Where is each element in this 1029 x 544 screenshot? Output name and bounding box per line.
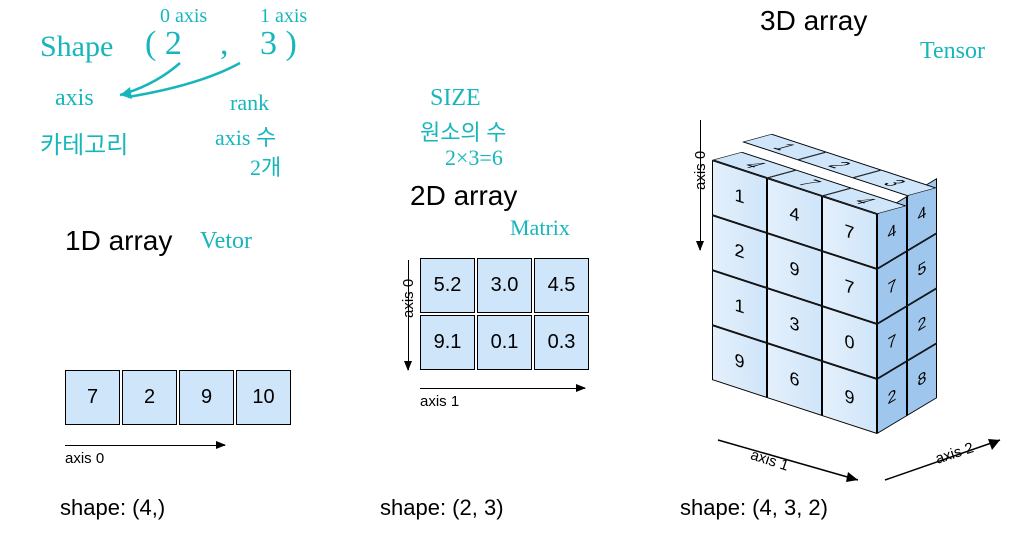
hand-size-calc: 2×3=6 — [445, 145, 503, 171]
axis1-arrow-2d — [420, 388, 585, 389]
cell-2d: 5.2 — [420, 258, 475, 313]
hand-category: 카테고리 — [40, 125, 128, 160]
cell-2d: 0.3 — [534, 315, 589, 370]
cell-2d: 0.1 — [477, 315, 532, 370]
hand-arrow-svg — [100, 55, 300, 110]
axis0-label-3d: axis 0 — [692, 151, 709, 190]
cell-2d: 9.1 — [420, 315, 475, 370]
title-2d: 2D array — [410, 180, 517, 212]
axis0-label-1d: axis 0 — [65, 450, 104, 467]
hand-axis-su: axis 수 — [215, 120, 276, 152]
axis1-label-2d: axis 1 — [420, 393, 459, 410]
cell-2d: 4.5 — [534, 258, 589, 313]
shape-2d: shape: (2, 3) — [380, 495, 504, 521]
hand-axis-word: axis — [55, 85, 94, 112]
cell-1d: 7 — [65, 370, 120, 425]
cell-1d: 9 — [179, 370, 234, 425]
hand-elem-count: 원소의 수 — [420, 115, 506, 147]
hand-matrix: Matrix — [510, 215, 570, 241]
axis1-arrow-3d — [708, 430, 878, 490]
hand-tensor: Tensor — [920, 38, 985, 65]
hand-two-gae: 2개 — [250, 150, 281, 182]
title-1d: 1D array — [65, 225, 172, 257]
title-3d: 3D array — [760, 5, 867, 37]
cell-1d: 2 — [122, 370, 177, 425]
cell-2d: 3.0 — [477, 258, 532, 313]
hand-vector: Vetor — [200, 228, 252, 255]
shape-1d: shape: (4,) — [60, 495, 165, 521]
cell-1d: 10 — [236, 370, 291, 425]
axis0-label-2d: axis 0 — [400, 279, 417, 318]
hand-size: SIZE — [430, 85, 481, 112]
axis0-arrow-1d — [65, 445, 225, 446]
shape-3d: shape: (4, 3, 2) — [680, 495, 828, 521]
